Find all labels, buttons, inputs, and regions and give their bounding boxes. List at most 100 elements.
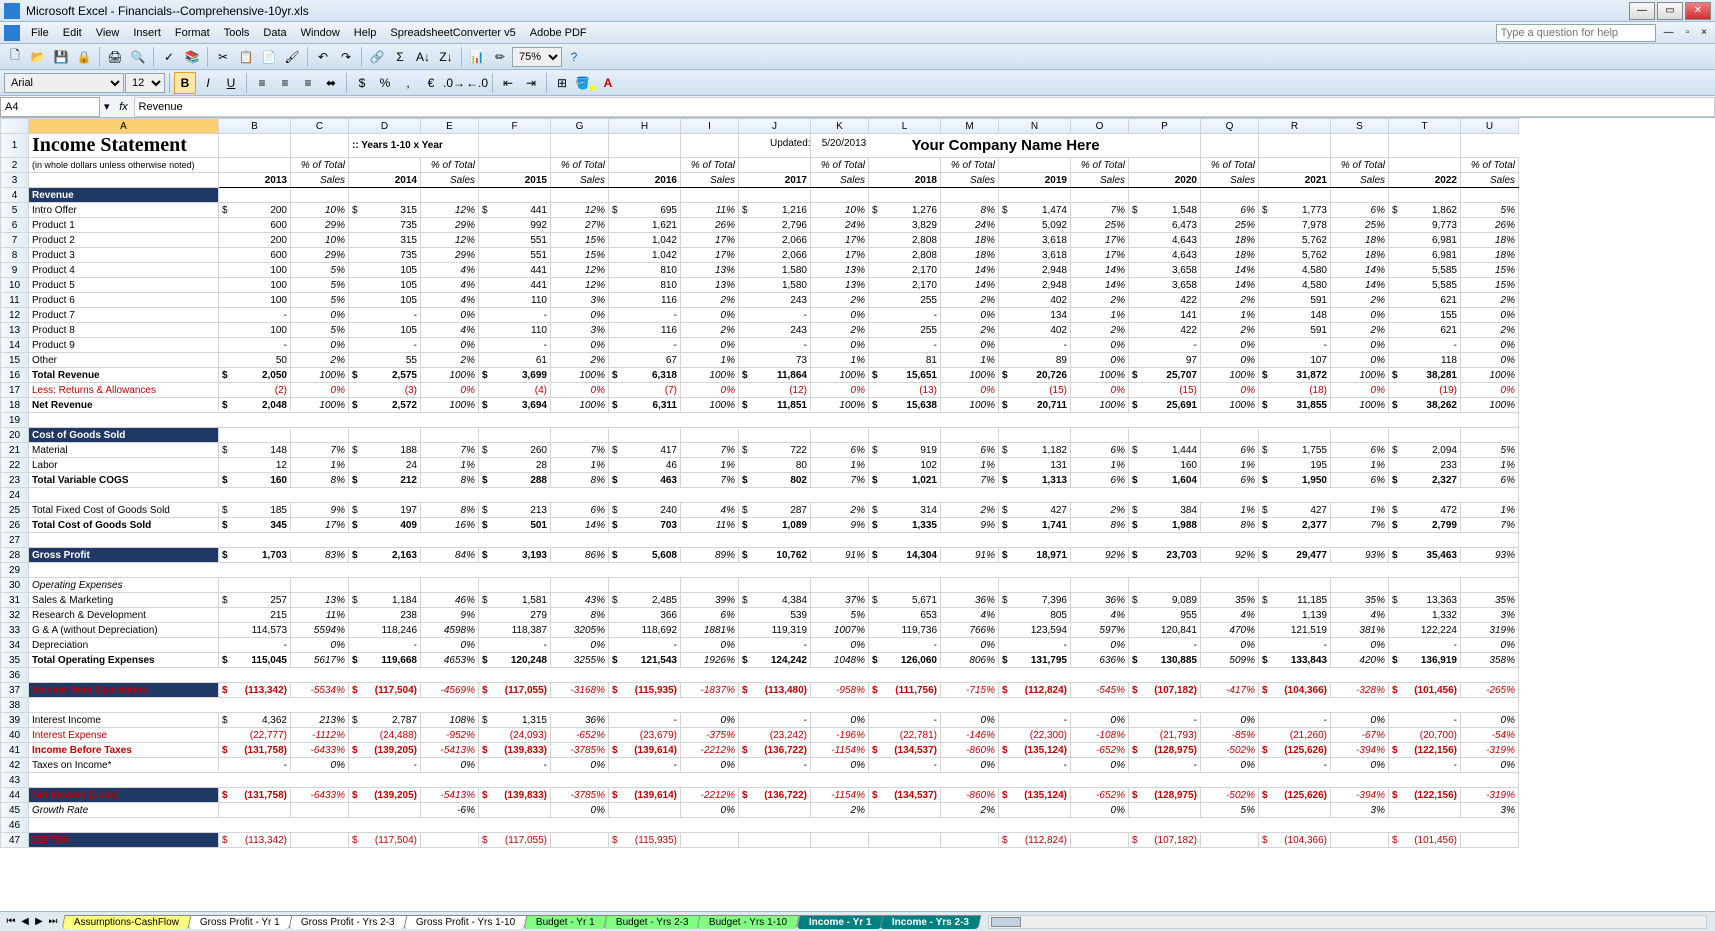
cell-label-21[interactable]: Material bbox=[29, 443, 219, 458]
cell-10-5[interactable]: 2,170 bbox=[869, 278, 941, 293]
cell-14-9[interactable]: - bbox=[1389, 338, 1461, 353]
cell-23-4[interactable]: $802 bbox=[739, 473, 811, 488]
row-header-7[interactable]: 7 bbox=[1, 233, 29, 248]
cell-23-1[interactable]: $212 bbox=[349, 473, 421, 488]
cell-6-4-p[interactable]: 24% bbox=[811, 218, 869, 233]
menu-data[interactable]: Data bbox=[256, 25, 293, 41]
cell-23-5-p[interactable]: 7% bbox=[941, 473, 999, 488]
cell-31-2-p[interactable]: 43% bbox=[551, 593, 609, 608]
cell-7-9-p[interactable]: 18% bbox=[1461, 233, 1519, 248]
doc-close[interactable]: × bbox=[1697, 27, 1711, 38]
row-header-46[interactable]: 46 bbox=[1, 818, 29, 833]
cell-14-3[interactable]: - bbox=[609, 338, 681, 353]
cell-22-9-p[interactable]: 1% bbox=[1461, 458, 1519, 473]
cell-16-2-p[interactable]: 100% bbox=[551, 368, 609, 383]
cell-31-1-p[interactable]: 46% bbox=[421, 593, 479, 608]
italic-button[interactable]: I bbox=[197, 72, 219, 94]
cell-28-8-p[interactable]: 93% bbox=[1331, 548, 1389, 563]
cell-12-3-p[interactable]: 0% bbox=[681, 308, 739, 323]
cell-25-5[interactable]: $314 bbox=[869, 503, 941, 518]
cell-16-7-p[interactable]: 100% bbox=[1201, 368, 1259, 383]
cell-18-7[interactable]: $25,691 bbox=[1129, 398, 1201, 413]
cell-22-3[interactable]: 46 bbox=[609, 458, 681, 473]
cell-42-9[interactable]: - bbox=[1389, 758, 1461, 773]
cell-28-4-p[interactable]: 91% bbox=[811, 548, 869, 563]
cell-25-1[interactable]: $197 bbox=[349, 503, 421, 518]
cell-label-17[interactable]: Less: Returns & Allowances bbox=[29, 383, 219, 398]
cell-35-3-p[interactable]: 1926% bbox=[681, 653, 739, 668]
row-header-43[interactable]: 43 bbox=[1, 773, 29, 788]
cell-32-1-p[interactable]: 9% bbox=[421, 608, 479, 623]
cell-26-9[interactable]: $2,799 bbox=[1389, 518, 1461, 533]
cell-label-18[interactable]: Net Revenue bbox=[29, 398, 219, 413]
cell-12-6[interactable]: 134 bbox=[999, 308, 1071, 323]
cell-year-1[interactable]: 2014 bbox=[349, 173, 421, 188]
cell-10-0-p[interactable]: 5% bbox=[291, 278, 349, 293]
cell-42-2[interactable]: - bbox=[479, 758, 551, 773]
cell-31-4[interactable]: $4,384 bbox=[739, 593, 811, 608]
cell-32-8-p[interactable]: 4% bbox=[1331, 608, 1389, 623]
cell-37-9-p[interactable]: -265% bbox=[1461, 683, 1519, 698]
cell-4-2[interactable] bbox=[479, 188, 551, 203]
cell-8-1-p[interactable]: 29% bbox=[421, 248, 479, 263]
cell-18-2[interactable]: $3,694 bbox=[479, 398, 551, 413]
cell-12-8-p[interactable]: 0% bbox=[1331, 308, 1389, 323]
cell-year-9[interactable]: 2022 bbox=[1389, 173, 1461, 188]
cell-label-35[interactable]: Total Operating Expenses bbox=[29, 653, 219, 668]
row-header-30[interactable]: 30 bbox=[1, 578, 29, 593]
cell-18-4-p[interactable]: 100% bbox=[811, 398, 869, 413]
cell-26-5-p[interactable]: 9% bbox=[941, 518, 999, 533]
cell-22-4-p[interactable]: 1% bbox=[811, 458, 869, 473]
cell-17-1[interactable]: (3) bbox=[349, 383, 421, 398]
cell-9-7-p[interactable]: 14% bbox=[1201, 263, 1259, 278]
cell-6-3-p[interactable]: 26% bbox=[681, 218, 739, 233]
cell-8-3[interactable]: 1,042 bbox=[609, 248, 681, 263]
cell-26-5[interactable]: $1,335 bbox=[869, 518, 941, 533]
cell-41-2[interactable]: $(139,833) bbox=[479, 743, 551, 758]
cell-21-4[interactable]: $722 bbox=[739, 443, 811, 458]
cell-11-7[interactable]: 422 bbox=[1129, 293, 1201, 308]
cell-17-5[interactable]: (13) bbox=[869, 383, 941, 398]
cell-35-7[interactable]: $130,885 bbox=[1129, 653, 1201, 668]
cell-label-8[interactable]: Product 3 bbox=[29, 248, 219, 263]
cell-5-8[interactable]: $1,773 bbox=[1259, 203, 1331, 218]
cell-35-1[interactable]: $119,668 bbox=[349, 653, 421, 668]
cell-15-7-p[interactable]: 0% bbox=[1201, 353, 1259, 368]
row-header-41[interactable]: 41 bbox=[1, 743, 29, 758]
cell-40-5[interactable]: (22,781) bbox=[869, 728, 941, 743]
cell-37-3[interactable]: $(115,935) bbox=[609, 683, 681, 698]
undo-button[interactable]: ↶ bbox=[312, 46, 334, 68]
cell-41-3[interactable]: $(139,614) bbox=[609, 743, 681, 758]
cell-40-0-p[interactable]: -1112% bbox=[291, 728, 349, 743]
cell-10-6-p[interactable]: 14% bbox=[1071, 278, 1129, 293]
cell-7-8-p[interactable]: 18% bbox=[1331, 233, 1389, 248]
cell-39-2-p[interactable]: 36% bbox=[551, 713, 609, 728]
cell-47-7-p[interactable] bbox=[1201, 833, 1259, 848]
cell-32-9-p[interactable]: 3% bbox=[1461, 608, 1519, 623]
col-header-O[interactable]: O bbox=[1071, 119, 1129, 134]
corner-cell[interactable] bbox=[1, 119, 29, 134]
col-header-T[interactable]: T bbox=[1389, 119, 1461, 134]
cell-42-3-p[interactable]: 0% bbox=[681, 758, 739, 773]
cell-41-4[interactable]: $(136,722) bbox=[739, 743, 811, 758]
cell-5-9[interactable]: $1,862 bbox=[1389, 203, 1461, 218]
row-header-47[interactable]: 47 bbox=[1, 833, 29, 848]
cell-15-6[interactable]: 89 bbox=[999, 353, 1071, 368]
cell-16-4[interactable]: $11,864 bbox=[739, 368, 811, 383]
cell-35-6[interactable]: $131,795 bbox=[999, 653, 1071, 668]
cell-32-6[interactable]: 805 bbox=[999, 608, 1071, 623]
cell-40-7[interactable]: (21,793) bbox=[1129, 728, 1201, 743]
cell-5-8-p[interactable]: 6% bbox=[1331, 203, 1389, 218]
cell-15-5[interactable]: 81 bbox=[869, 353, 941, 368]
cell-17-9[interactable]: (19) bbox=[1389, 383, 1461, 398]
cell-35-8-p[interactable]: 420% bbox=[1331, 653, 1389, 668]
cell-11-2[interactable]: 110 bbox=[479, 293, 551, 308]
cell-44-4[interactable]: $(136,722) bbox=[739, 788, 811, 803]
cell-34-4-p[interactable]: 0% bbox=[811, 638, 869, 653]
cell-41-9[interactable]: $(122,156) bbox=[1389, 743, 1461, 758]
col-header-N[interactable]: N bbox=[999, 119, 1071, 134]
cell-label-22[interactable]: Labor bbox=[29, 458, 219, 473]
help-search-input[interactable] bbox=[1496, 24, 1656, 42]
cell-47-4[interactable] bbox=[739, 833, 811, 848]
cell-37-2[interactable]: $(117,055) bbox=[479, 683, 551, 698]
